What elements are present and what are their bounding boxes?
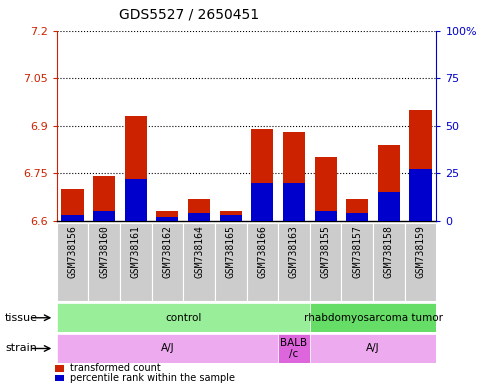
Bar [246, 223, 278, 301]
Bar [152, 223, 183, 301]
Bar [55, 375, 65, 381]
Text: GSM738159: GSM738159 [416, 225, 425, 278]
Bar [283, 132, 305, 221]
Text: GSM738156: GSM738156 [68, 225, 77, 278]
Text: GSM738157: GSM738157 [352, 225, 362, 278]
Bar [310, 223, 341, 301]
Text: BALB
/c: BALB /c [281, 338, 308, 359]
Bar [251, 183, 274, 221]
Text: GSM738162: GSM738162 [162, 225, 173, 278]
Bar [93, 211, 115, 221]
Bar [188, 213, 210, 221]
Bar [310, 334, 436, 363]
Bar [156, 217, 178, 221]
Text: GDS5527 / 2650451: GDS5527 / 2650451 [119, 7, 260, 21]
Text: GSM738166: GSM738166 [257, 225, 267, 278]
Bar [62, 189, 84, 221]
Text: GSM738165: GSM738165 [226, 225, 236, 278]
Bar [93, 176, 115, 221]
Bar [378, 192, 400, 221]
Text: rhabdomyosarcoma tumor: rhabdomyosarcoma tumor [304, 313, 443, 323]
Bar [310, 303, 436, 332]
Bar [409, 169, 431, 221]
Bar [57, 223, 88, 301]
Bar [278, 223, 310, 301]
Bar [57, 303, 310, 332]
Text: GSM738163: GSM738163 [289, 225, 299, 278]
Text: tissue: tissue [5, 313, 38, 323]
Bar [57, 334, 278, 363]
Text: A/J: A/J [161, 343, 174, 354]
Bar [62, 215, 84, 221]
Bar [373, 223, 405, 301]
Text: GSM738164: GSM738164 [194, 225, 204, 278]
Bar [409, 110, 431, 221]
Bar [283, 183, 305, 221]
Bar [120, 223, 152, 301]
Bar [278, 334, 310, 363]
Text: GSM738158: GSM738158 [384, 225, 394, 278]
Bar [219, 211, 242, 221]
Bar [55, 365, 65, 372]
Bar [341, 223, 373, 301]
Text: GSM738160: GSM738160 [99, 225, 109, 278]
Bar [315, 157, 337, 221]
Text: GSM738161: GSM738161 [131, 225, 141, 278]
Bar [125, 116, 147, 221]
Bar [215, 223, 246, 301]
Bar [405, 223, 436, 301]
Bar [88, 223, 120, 301]
Text: control: control [165, 313, 202, 323]
Bar [346, 199, 368, 221]
Bar [315, 211, 337, 221]
Bar [378, 145, 400, 221]
Text: percentile rank within the sample: percentile rank within the sample [70, 373, 235, 383]
Bar [125, 179, 147, 221]
Bar [183, 223, 215, 301]
Bar [219, 215, 242, 221]
Text: A/J: A/J [366, 343, 380, 354]
Text: GSM738155: GSM738155 [320, 225, 331, 278]
Bar [188, 199, 210, 221]
Text: strain: strain [5, 343, 37, 354]
Bar [346, 213, 368, 221]
Text: transformed count: transformed count [70, 363, 161, 374]
Bar [251, 129, 274, 221]
Bar [156, 211, 178, 221]
